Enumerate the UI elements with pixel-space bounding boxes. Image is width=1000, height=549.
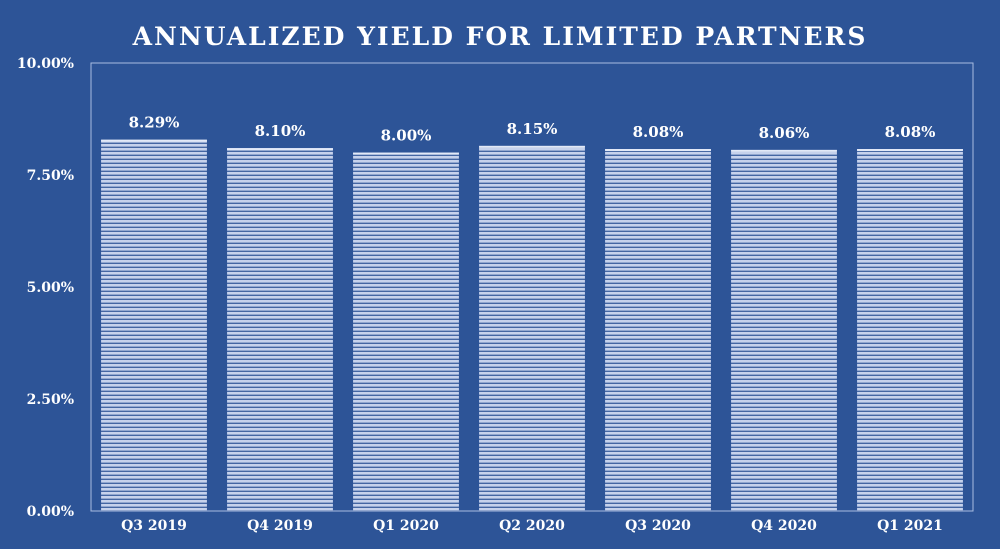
data-label: 8.29% <box>129 114 180 132</box>
data-label: 8.08% <box>633 123 684 141</box>
data-label: 8.00% <box>381 127 432 145</box>
x-tick-label: Q2 2020 <box>499 518 565 534</box>
bar-top-edge <box>353 152 459 155</box>
bar <box>731 149 837 512</box>
data-label: 8.15% <box>507 120 558 138</box>
bar <box>605 149 711 512</box>
y-tick-label: 2.50% <box>27 392 74 408</box>
bar <box>353 152 459 511</box>
bar <box>857 149 963 512</box>
data-label: 8.08% <box>885 123 936 141</box>
x-tick-label: Q1 2020 <box>373 518 439 534</box>
data-label: 8.10% <box>255 122 306 140</box>
bar-top-edge <box>101 139 207 142</box>
x-tick-label: Q3 2020 <box>625 518 691 534</box>
data-labels-group: 8.29% 8.10% 8.00% 8.15% 8.08% 8.06% 8.08% <box>129 114 936 145</box>
y-tick-label: 0.00% <box>27 504 74 520</box>
bar <box>101 139 207 511</box>
bars-group <box>101 139 963 512</box>
y-tick-label: 10.00% <box>17 56 74 72</box>
x-tick-label: Q3 2019 <box>121 518 187 534</box>
x-tick-label: Q1 2021 <box>877 518 943 534</box>
bar-top-edge <box>857 149 963 152</box>
x-axis: Q3 2019 Q4 2019 Q1 2020 Q2 2020 Q3 2020 Q4 20… <box>121 518 943 534</box>
bar <box>227 148 333 511</box>
x-tick-label: Q4 2020 <box>751 518 817 534</box>
bar <box>479 145 585 511</box>
data-label: 8.06% <box>759 124 810 142</box>
y-tick-label: 5.00% <box>27 280 74 296</box>
y-tick-label: 7.50% <box>27 168 74 184</box>
bar-top-edge <box>227 148 333 151</box>
bar-top-edge <box>605 149 711 152</box>
y-axis: 0.00% 2.50% 5.00% 7.50% 10.00% <box>17 56 74 520</box>
x-tick-label: Q4 2019 <box>247 518 313 534</box>
bar-top-edge <box>479 145 585 148</box>
chart-title: ANNUALIZED YIELD FOR LIMITED PARTNERS <box>132 22 868 51</box>
bar-top-edge <box>731 149 837 152</box>
